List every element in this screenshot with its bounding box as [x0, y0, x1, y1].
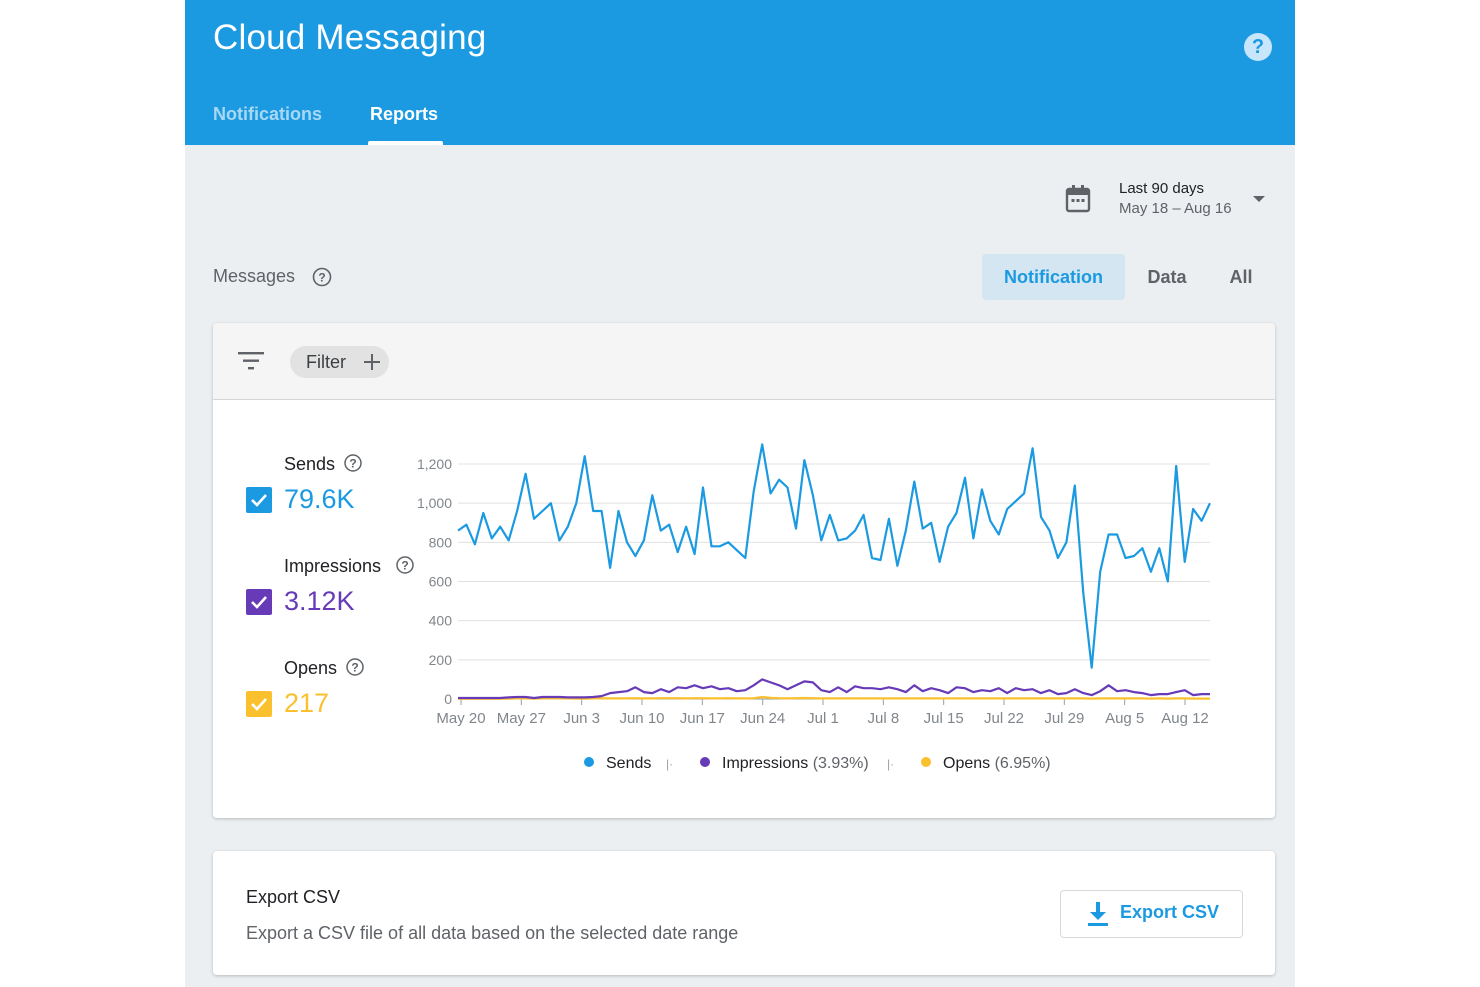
- download-icon: [1088, 902, 1108, 926]
- x-tick-label: Aug 12: [1161, 710, 1209, 727]
- app-container: Cloud Messaging ? Notifications Reports …: [185, 0, 1295, 987]
- y-tick-label: 1,000: [417, 495, 452, 511]
- metric-opens-value: 217: [284, 688, 330, 718]
- export-title: Export CSV: [246, 887, 341, 907]
- legend-dot: [584, 757, 594, 767]
- filter-list-icon[interactable]: [238, 352, 264, 370]
- help-outline-icon[interactable]: ?: [395, 555, 415, 575]
- y-tick-label: 1,200: [417, 456, 452, 472]
- y-tick-label: 0: [444, 691, 452, 707]
- x-tick-label: Jul 15: [924, 710, 964, 727]
- x-tick-label: Aug 5: [1105, 710, 1144, 727]
- legend-separator-icon: |·: [666, 757, 674, 771]
- metric-opens-label: Opens: [284, 658, 338, 678]
- filter-chip-label: Filter: [306, 352, 346, 372]
- message-type-all[interactable]: All: [1229, 266, 1253, 287]
- app-header: Cloud Messaging ? Notifications Reports: [185, 0, 1295, 145]
- date-range-dates: May 18 – Aug 16: [1119, 200, 1232, 217]
- series-line-sends: [457, 443, 1211, 669]
- x-tick-label: Jun 17: [680, 710, 725, 727]
- chevron-down-icon: [1253, 196, 1265, 202]
- series-line-impressions: [458, 678, 1210, 700]
- metric-impressions-value: 3.12K: [284, 586, 355, 616]
- legend-item-impressions[interactable]: Impressions (3.93%): [700, 755, 869, 773]
- page-title: Cloud Messaging: [213, 18, 487, 57]
- y-tick-label: 200: [429, 652, 453, 668]
- export-button-label: Export CSV: [1120, 902, 1220, 922]
- svg-text:?: ?: [401, 559, 408, 573]
- legend-percent: (6.95%): [994, 755, 1051, 772]
- filter-bar: Filter: [213, 323, 1275, 400]
- line-chart: 0 200 400 600 800 1,000 1,200 May 20 May 27 Jun 3…: [417, 443, 1211, 727]
- help-outline-icon[interactable]: ?: [345, 657, 365, 677]
- tab-reports[interactable]: Reports: [370, 104, 439, 124]
- y-tick-label: 600: [429, 574, 453, 590]
- legend-item-opens[interactable]: Opens (6.95%): [921, 755, 1051, 773]
- legend-label: Opens: [943, 755, 991, 772]
- x-tick-label: Jul 29: [1044, 710, 1084, 727]
- export-csv-card: Export CSV Export a CSV file of all data…: [213, 851, 1275, 975]
- metric-sends-label: Sends: [284, 454, 336, 474]
- chart-legend: Sends |· Impressions (3.93%) |· Opens (6…: [213, 755, 1275, 777]
- export-description: Export a CSV file of all data based on t…: [246, 923, 739, 943]
- x-tick-label: Jul 22: [984, 710, 1024, 727]
- x-tick-label: Jun 10: [619, 710, 664, 727]
- plus-icon: [364, 354, 380, 370]
- message-type-notification[interactable]: Notification: [982, 254, 1125, 300]
- metric-impressions-label: Impressions: [284, 556, 382, 576]
- x-tick-label: May 27: [497, 710, 546, 727]
- check-icon: [251, 494, 267, 507]
- help-outline-icon[interactable]: ?: [312, 267, 332, 287]
- x-tick-label: Jul 1: [807, 710, 839, 727]
- calendar-icon: [1065, 185, 1091, 213]
- y-tick-label: 800: [429, 534, 453, 550]
- impressions-checkbox[interactable]: [246, 589, 272, 615]
- metric-sends-value: 79.6K: [284, 484, 355, 514]
- legend-item-sends[interactable]: Sends: [584, 755, 651, 773]
- legend-dot: [700, 757, 710, 767]
- legend-percent: (3.93%): [812, 755, 869, 772]
- help-circle-icon[interactable]: ?: [1244, 33, 1272, 61]
- x-tick-label: Jul 8: [867, 710, 899, 727]
- legend-label: Sends: [606, 755, 652, 772]
- help-outline-icon[interactable]: ?: [343, 453, 363, 473]
- check-icon: [251, 596, 267, 609]
- svg-text:?: ?: [351, 661, 358, 675]
- svg-text:?: ?: [318, 271, 325, 285]
- legend-label: Impressions: [722, 755, 809, 772]
- export-csv-button[interactable]: Export CSV: [1060, 890, 1243, 938]
- check-icon: [251, 698, 267, 711]
- active-tab-indicator: [368, 141, 443, 145]
- legend-separator-icon: |·: [887, 757, 895, 771]
- x-tick-label: Jun 3: [563, 710, 600, 727]
- message-type-data[interactable]: Data: [1147, 266, 1187, 287]
- date-range-label: Last 90 days: [1119, 180, 1205, 197]
- x-tick-label: Jun 24: [740, 710, 785, 727]
- report-chart-card: Filter Sends ? 79.6K Impressions ? 3.12K: [213, 323, 1275, 818]
- opens-checkbox[interactable]: [246, 691, 272, 717]
- svg-text:?: ?: [349, 457, 356, 471]
- add-filter-chip[interactable]: Filter: [290, 346, 389, 378]
- series-line-opens: [458, 695, 1210, 700]
- messages-label: Messages: [213, 266, 296, 286]
- x-tick-label: May 20: [436, 710, 485, 727]
- sends-checkbox[interactable]: [246, 487, 272, 513]
- y-tick-label: 400: [429, 613, 453, 629]
- tab-notifications[interactable]: Notifications: [213, 104, 323, 124]
- date-range-selector[interactable]: Last 90 days May 18 – Aug 16: [1065, 178, 1275, 226]
- legend-dot: [921, 757, 931, 767]
